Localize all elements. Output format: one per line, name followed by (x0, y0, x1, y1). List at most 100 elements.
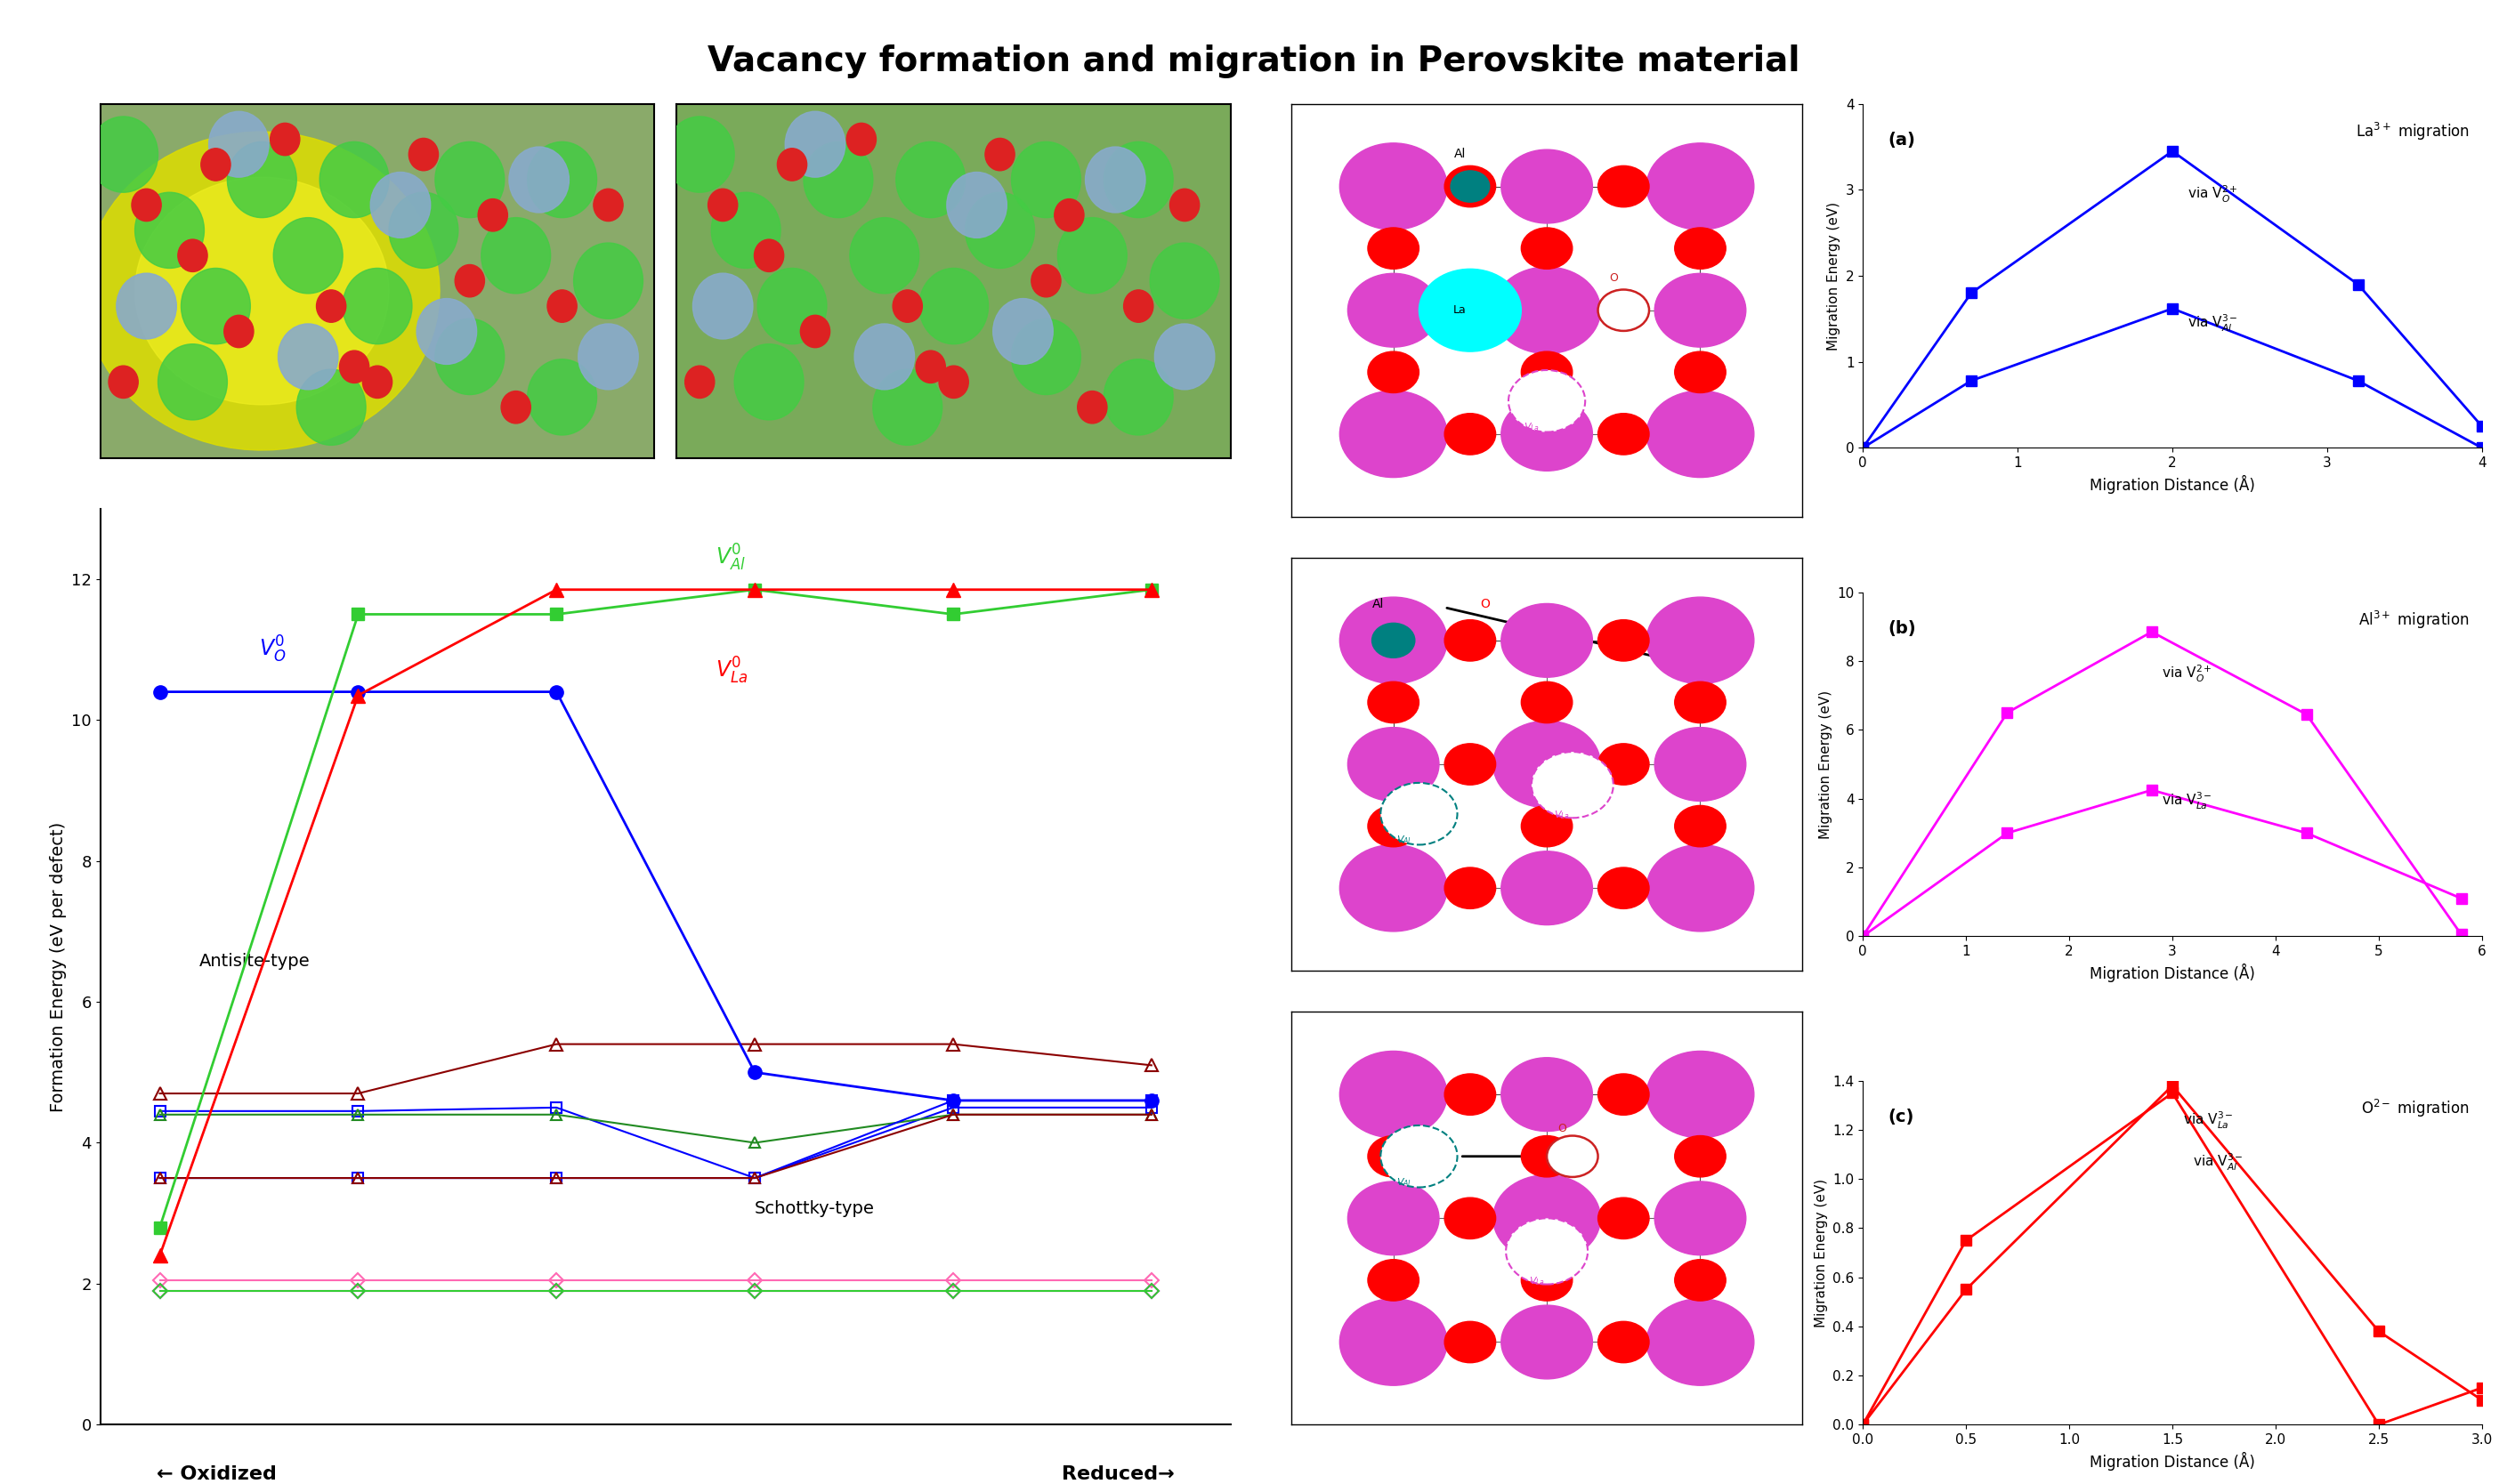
Text: O: O (1482, 598, 1489, 610)
Circle shape (579, 324, 639, 389)
Text: Reduced→: Reduced→ (1060, 1465, 1173, 1483)
Text: O$^{2-}$ migration: O$^{2-}$ migration (2362, 1098, 2469, 1119)
Text: O: O (1557, 1123, 1567, 1134)
Circle shape (509, 147, 569, 212)
Circle shape (1381, 784, 1457, 844)
Circle shape (526, 359, 597, 435)
Text: Al$^{3+}$ migration: Al$^{3+}$ migration (2359, 610, 2469, 631)
Circle shape (1597, 289, 1650, 331)
Circle shape (847, 123, 875, 156)
Circle shape (915, 350, 945, 383)
Text: $V_{La}$: $V_{La}$ (1554, 809, 1569, 821)
Circle shape (895, 142, 965, 218)
Text: via V$_{Al}^{3-}$: via V$_{Al}^{3-}$ (2194, 1152, 2244, 1172)
Circle shape (684, 365, 714, 398)
Circle shape (1349, 727, 1439, 801)
Circle shape (574, 243, 642, 319)
Circle shape (208, 111, 268, 177)
Text: $V^0_O$: $V^0_O$ (258, 635, 286, 665)
Circle shape (1444, 1321, 1497, 1362)
Text: Schottky-type: Schottky-type (755, 1201, 875, 1217)
Circle shape (228, 142, 296, 218)
Circle shape (1597, 868, 1650, 908)
Circle shape (201, 148, 231, 181)
Circle shape (1444, 868, 1497, 908)
Circle shape (712, 193, 780, 269)
Circle shape (1010, 142, 1081, 218)
Text: $V^0_{Al}$: $V^0_{Al}$ (714, 543, 745, 573)
Circle shape (1369, 352, 1419, 393)
Circle shape (1419, 269, 1522, 352)
Circle shape (735, 344, 805, 420)
Circle shape (855, 324, 915, 389)
Circle shape (707, 188, 737, 221)
Circle shape (1381, 1125, 1457, 1187)
Circle shape (872, 370, 943, 445)
Circle shape (1647, 597, 1755, 684)
Circle shape (1597, 620, 1650, 660)
Circle shape (135, 193, 203, 269)
Circle shape (1339, 1298, 1447, 1386)
Circle shape (1171, 188, 1198, 221)
Circle shape (1494, 721, 1599, 807)
Circle shape (594, 188, 624, 221)
Circle shape (1547, 1135, 1597, 1177)
Circle shape (273, 218, 343, 294)
Circle shape (321, 142, 389, 218)
Circle shape (1597, 414, 1650, 454)
Text: $V_{Al}$: $V_{Al}$ (1396, 1177, 1411, 1189)
Circle shape (1030, 264, 1060, 297)
Circle shape (1655, 727, 1745, 801)
Circle shape (1522, 352, 1572, 393)
Circle shape (1349, 1181, 1439, 1255)
Y-axis label: Formation Energy (eV per defect): Formation Energy (eV per defect) (50, 822, 65, 1112)
Circle shape (985, 138, 1015, 171)
Text: O: O (1609, 273, 1617, 283)
Circle shape (850, 218, 920, 294)
Circle shape (1055, 199, 1083, 232)
Circle shape (178, 239, 208, 272)
Circle shape (223, 315, 253, 347)
Text: Antisite-type: Antisite-type (201, 953, 311, 971)
Circle shape (1444, 414, 1497, 454)
Text: via V$_{Al}^{3-}$: via V$_{Al}^{3-}$ (2189, 313, 2239, 334)
Circle shape (481, 218, 552, 294)
Circle shape (1369, 1135, 1419, 1177)
Circle shape (526, 142, 597, 218)
Circle shape (1597, 1198, 1650, 1239)
Circle shape (1349, 273, 1439, 347)
Circle shape (371, 172, 431, 237)
Circle shape (108, 365, 138, 398)
Circle shape (965, 193, 1035, 269)
Circle shape (1502, 604, 1592, 677)
Circle shape (158, 344, 228, 420)
Circle shape (436, 142, 504, 218)
Text: via V$_O^{2+}$: via V$_O^{2+}$ (2161, 663, 2214, 684)
Circle shape (1339, 142, 1447, 230)
Circle shape (1494, 1175, 1599, 1261)
Circle shape (1123, 289, 1153, 322)
Circle shape (416, 298, 476, 364)
Circle shape (1103, 359, 1173, 435)
Circle shape (133, 188, 160, 221)
Circle shape (1522, 227, 1572, 269)
Circle shape (1103, 142, 1173, 218)
Y-axis label: Migration Energy (eV): Migration Energy (eV) (1818, 690, 1833, 838)
Circle shape (1502, 1058, 1592, 1131)
Circle shape (1452, 171, 1489, 202)
X-axis label: Migration Distance (Å): Migration Distance (Å) (2091, 475, 2256, 494)
Circle shape (547, 289, 577, 322)
Y-axis label: Migration Energy (eV): Migration Energy (eV) (1815, 1178, 1828, 1327)
Circle shape (316, 289, 346, 322)
Circle shape (1532, 752, 1615, 818)
Text: (a): (a) (1888, 132, 1915, 148)
Circle shape (1647, 1298, 1755, 1386)
Circle shape (1597, 289, 1650, 331)
Text: (b): (b) (1888, 620, 1915, 637)
Circle shape (1058, 218, 1128, 294)
Circle shape (1522, 806, 1572, 847)
Circle shape (1522, 681, 1572, 723)
Circle shape (1369, 681, 1419, 723)
Text: via V$_{La}^{3-}$: via V$_{La}^{3-}$ (2184, 1110, 2234, 1131)
Circle shape (757, 269, 827, 344)
